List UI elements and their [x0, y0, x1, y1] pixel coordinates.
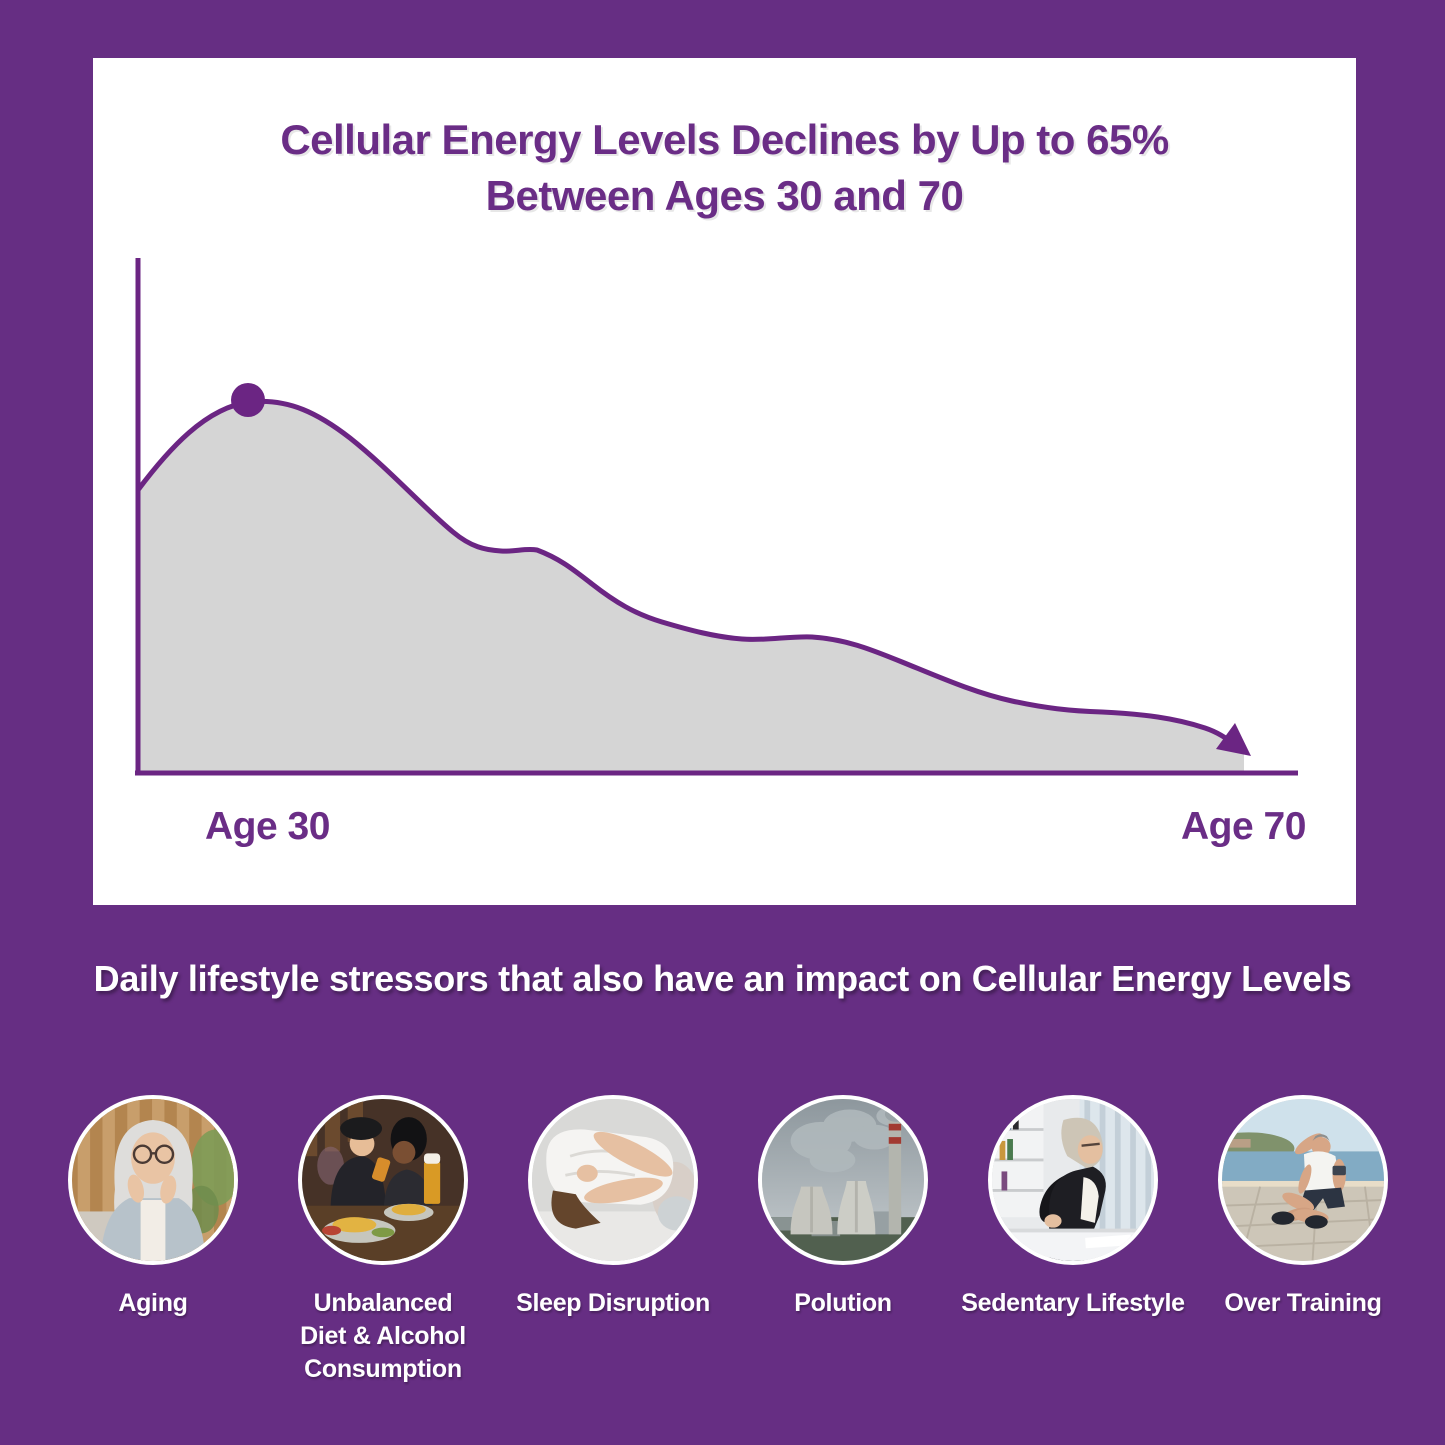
curve-arrowhead-icon — [1216, 723, 1251, 756]
exhausted-athlete-sitting-photo — [1218, 1095, 1388, 1265]
stressor-item-sedentary-lifestyle: Sedentary Lifestyle — [958, 1095, 1188, 1320]
stressor-item-sleep-disruption: Sleep Disruption — [498, 1095, 728, 1320]
older-woman-resting-photo — [68, 1095, 238, 1265]
stressor-label-sleep-disruption: Sleep Disruption — [516, 1289, 710, 1317]
office-worker-back-pain-photo — [988, 1095, 1158, 1265]
chart-title: Cellular Energy Levels Declines by Up to… — [93, 112, 1356, 224]
stressor-label-polution: Polution — [794, 1289, 892, 1317]
stressor-item-over-training: Over Training — [1188, 1095, 1418, 1320]
peak-dot-marker — [231, 383, 265, 417]
stressor-label-aging: Aging — [118, 1289, 188, 1317]
stressor-item-polution: Polution — [728, 1095, 958, 1320]
x-axis-start-label: Age 30 — [205, 805, 330, 848]
woman-pillow-over-head-photo — [528, 1095, 698, 1265]
friends-fast-food-and-beer-photo — [298, 1095, 468, 1265]
stressor-label-sedentary-lifestyle: Sedentary Lifestyle — [961, 1289, 1185, 1317]
chart-title-line1: Cellular Energy Levels Declines by Up to… — [280, 116, 1169, 163]
chart-card: Cellular Energy Levels Declines by Up to… — [93, 58, 1356, 905]
stressor-label-diet-alcohol: Unbalanced Diet & Alcohol Consumption — [300, 1289, 466, 1383]
chart-title-line2: Between Ages 30 and 70 — [485, 171, 964, 219]
stressors-heading: Daily lifestyle stressors that also have… — [93, 958, 1352, 999]
stressor-label-over-training: Over Training — [1224, 1289, 1382, 1317]
energy-decline-area-chart — [135, 258, 1298, 776]
energy-curve-line — [136, 398, 1238, 748]
stressor-row: Aging — [0, 1095, 1445, 1425]
stressor-item-aging: Aging — [38, 1095, 268, 1320]
area-fill — [138, 401, 1244, 771]
x-axis-end-label: Age 70 — [1181, 805, 1306, 848]
power-plant-smokestacks-photo — [758, 1095, 928, 1265]
stressor-item-diet-alcohol: Unbalanced Diet & Alcohol Consumption — [268, 1095, 498, 1386]
